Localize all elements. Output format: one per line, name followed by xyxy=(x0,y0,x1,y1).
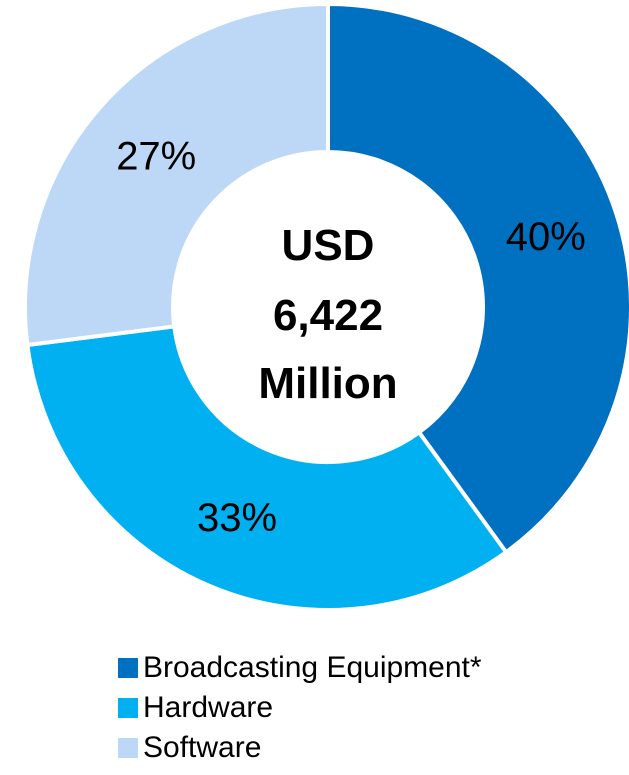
slice-value-label: 33% xyxy=(197,496,277,540)
legend-label: Software xyxy=(143,731,262,764)
legend-item: Hardware xyxy=(118,688,482,728)
legend-swatch-hardware xyxy=(118,698,138,718)
center-label-line-1: USD xyxy=(282,221,375,270)
center-label-line-2: 6,422 xyxy=(273,291,383,340)
donut-slice xyxy=(25,324,509,612)
slice-labels: 40% 33% 27% xyxy=(116,135,586,541)
legend-swatch-software xyxy=(118,738,138,758)
legend: Broadcasting Equipment* Hardware Softwar… xyxy=(118,648,482,768)
donut-slice xyxy=(326,1,629,555)
slice-value-label: 27% xyxy=(116,135,196,179)
legend-item: Broadcasting Equipment* xyxy=(118,648,482,688)
donut-slice xyxy=(23,1,330,348)
legend-item: Software xyxy=(118,728,482,768)
donut-chart: 40% 33% 27% USD 6,422 Million xyxy=(23,1,629,612)
donut-slices xyxy=(23,1,629,612)
center-label: USD 6,422 Million xyxy=(258,221,397,408)
legend-label: Hardware xyxy=(143,691,274,724)
center-label-line-3: Million xyxy=(258,359,397,408)
legend-swatch-broadcasting xyxy=(118,658,138,678)
slice-value-label: 40% xyxy=(506,215,586,259)
legend-label: Broadcasting Equipment* xyxy=(143,651,482,684)
